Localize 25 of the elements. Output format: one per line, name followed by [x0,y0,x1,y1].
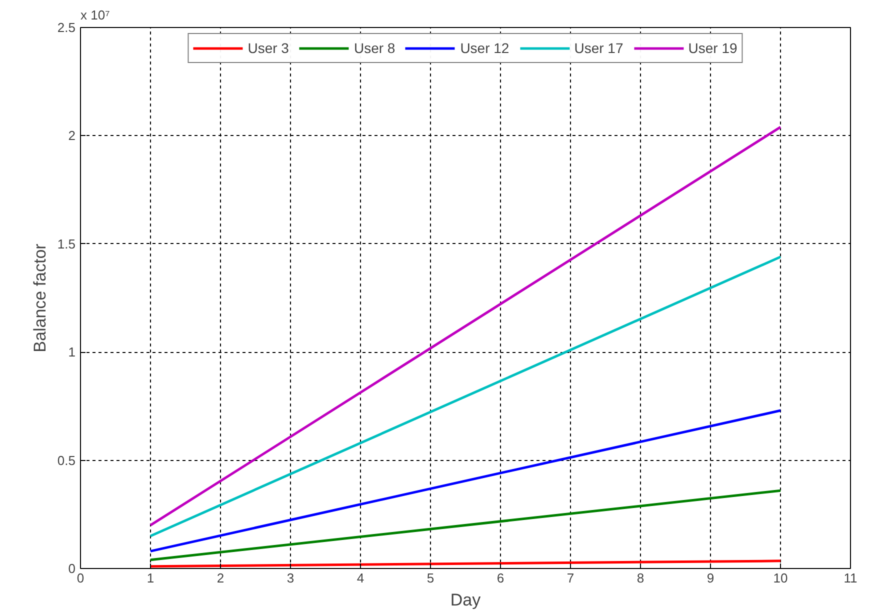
legend-label: User 12 [460,40,510,56]
legend-label: User 17 [574,40,624,56]
x-tick-label: 2 [216,570,224,586]
x-tick-label: 1 [146,570,154,586]
x-tick-label: 9 [706,570,714,586]
legend-label: User 3 [248,40,289,56]
text: x 10⁷ [80,8,110,22]
x-tick-label: 7 [566,570,574,586]
y-axis-title: Balance factor [30,243,50,352]
x-tick-label: 8 [636,570,644,586]
y-tick-label: 0 [68,561,76,576]
y-tick-label: 1 [68,344,76,360]
y-tick-label: 1.5 [57,236,76,252]
x-tick-label: 10 [773,570,788,586]
x-tick-label: 4 [356,570,364,586]
x-axis-title: Day [450,590,482,610]
x-tick-label: 11 [844,570,858,586]
x-tick-label: 5 [426,570,434,586]
y-tick-label: 2.5 [57,20,76,35]
y-tick-label: 0.5 [57,452,76,468]
legend-label: User 8 [354,40,396,56]
x-tick-label: 3 [286,570,294,586]
legend-label: User 19 [688,40,738,56]
y-tick-label: 2 [68,128,76,144]
x-tick-label: 6 [496,570,504,586]
